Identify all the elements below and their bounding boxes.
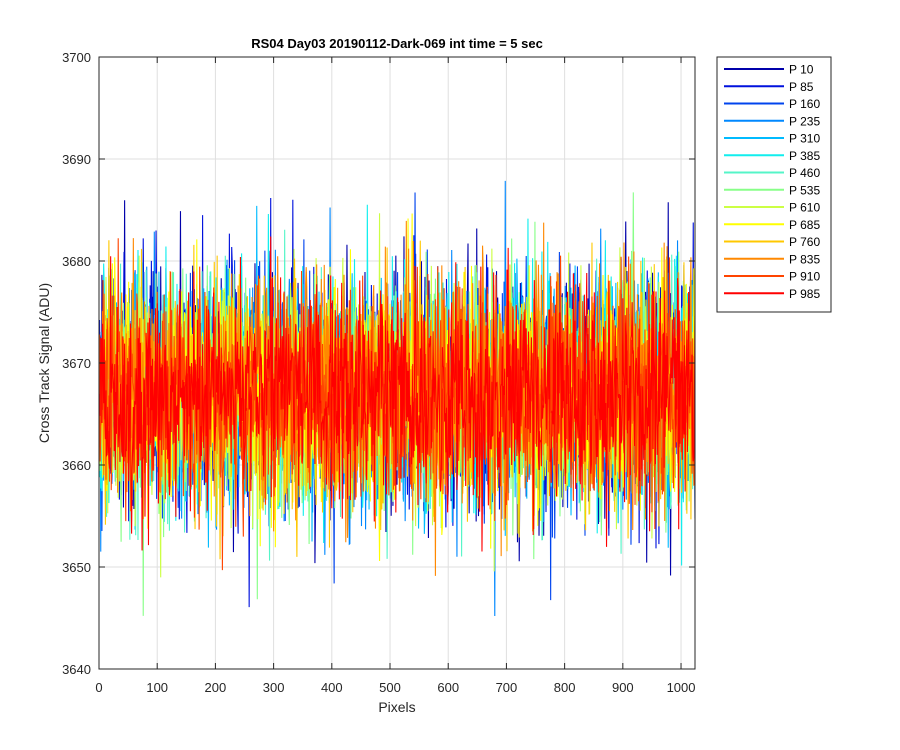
x-tick-label: 1000 [667,680,696,695]
legend-label: P 460 [789,166,820,180]
x-tick-label: 600 [437,680,459,695]
legend-label: P 610 [789,201,820,215]
x-tick-labels: 0 100 200 300 400 500 600 700 800 900 1000 [95,680,695,695]
chart-title: RS04 Day03 20190112-Dark-069 int time = … [251,36,543,51]
legend-label: P 85 [789,80,814,94]
series-group [99,180,695,617]
x-tick-label: 300 [263,680,285,695]
x-tick-label: 900 [612,680,634,695]
legend-label: P 535 [789,183,820,197]
series-line [99,236,695,552]
y-tick-labels: 3640 3650 3660 3670 3680 3690 3700 [62,50,91,677]
legend-label: P 835 [789,252,820,266]
x-tick-label: 700 [496,680,518,695]
x-tick-label: 400 [321,680,343,695]
y-tick-label: 3680 [62,254,91,269]
x-tick-label: 500 [379,680,401,695]
y-tick-label: 3670 [62,356,91,371]
legend-label: P 160 [789,97,820,111]
axis-ticks [98,56,695,670]
legend: P 10 P 85 P 160 P 235 P 310 P 385 P 460 P 535 P … [716,56,832,313]
legend-label: P 310 [789,132,820,146]
legend-label: P 385 [789,149,820,163]
x-tick-label: 200 [205,680,227,695]
y-axis-label: Cross Track Signal (ADU) [36,283,52,443]
y-tick-label: 3640 [62,662,91,677]
y-tick-label: 3660 [62,458,91,473]
legend-box [716,56,832,313]
legend-label: P 235 [789,114,820,128]
legend-label: P 910 [789,270,820,284]
legend-label: P 985 [789,287,820,301]
legend-label: P 10 [789,63,814,77]
x-tick-label: 0 [95,680,102,695]
legend-label: P 760 [789,235,820,249]
y-tick-label: 3690 [62,152,91,167]
x-axis-label: Pixels [378,699,415,715]
x-tick-label: 800 [554,680,576,695]
y-tick-label: 3650 [62,560,91,575]
legend-label: P 685 [789,218,820,232]
x-tick-label: 100 [146,680,168,695]
y-tick-label: 3700 [62,50,91,65]
